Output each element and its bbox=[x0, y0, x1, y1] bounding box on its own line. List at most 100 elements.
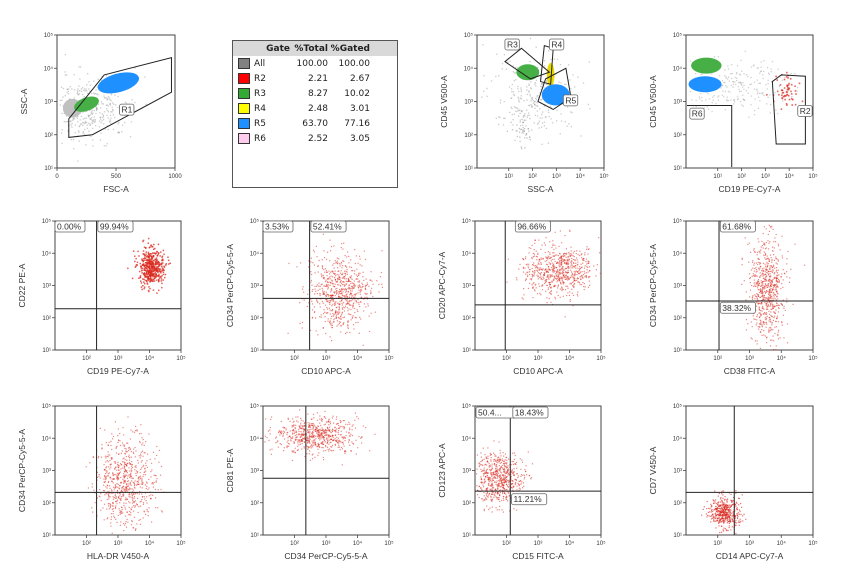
y-tick-label: 10³ bbox=[462, 284, 471, 290]
y-tick-label: 10⁴ bbox=[250, 435, 260, 442]
y-tick-label: 10³ bbox=[250, 469, 259, 475]
y-tick-label: 10³ bbox=[673, 100, 682, 106]
plot-frame bbox=[262, 405, 390, 536]
y-tick-label: 10⁵ bbox=[673, 32, 683, 39]
x-tick-label: 10¹ bbox=[504, 174, 513, 180]
x-tick-label: 10³ bbox=[534, 541, 543, 547]
y-tick-label: 10⁴ bbox=[462, 250, 472, 257]
red-population bbox=[766, 71, 804, 110]
debris-events bbox=[506, 110, 531, 150]
quadrant-label-ur-text: 61.68% bbox=[722, 222, 751, 232]
y-tick-label: 10¹ bbox=[673, 533, 682, 539]
gate-gated-value: 100.00 bbox=[338, 58, 371, 69]
gate-label-r3-text: R3 bbox=[507, 39, 518, 49]
quadrant-label-ur-text: 18.43% bbox=[515, 408, 544, 418]
gate-color-swatch bbox=[238, 88, 250, 99]
red-events bbox=[476, 440, 541, 513]
plot-frame bbox=[474, 220, 602, 351]
gate-name: All bbox=[254, 58, 266, 69]
x-tick-label: 10³ bbox=[322, 356, 331, 362]
gate-label-r1: R1 bbox=[119, 103, 135, 116]
y-tick-label: 10³ bbox=[464, 100, 473, 106]
y-axis-label: CD123 APC-A bbox=[437, 443, 447, 498]
gate-row-r3: R3 8.27 10.02 bbox=[233, 86, 397, 101]
x-tick-label: 10⁴ bbox=[777, 540, 787, 547]
x-tick-label: 10⁵ bbox=[599, 173, 609, 180]
y-tick-label: 10⁴ bbox=[462, 435, 472, 442]
x-tick-label: 0 bbox=[55, 174, 59, 180]
y-tick-label: 10² bbox=[464, 133, 473, 139]
x-tick-label: 10⁴ bbox=[353, 355, 363, 362]
x-axis-label: FSC-A bbox=[103, 184, 129, 194]
y-tick-label: 10² bbox=[673, 501, 682, 507]
total-column-header: %Total bbox=[294, 43, 328, 54]
y-tick-label: 10¹ bbox=[250, 348, 259, 354]
y-tick-label: 10² bbox=[42, 501, 51, 507]
plot-p8: 10¹ 10² 10³ 10⁴ 10⁵ 10² 10³ 10⁴ 10⁵ CD38 FITC-A CD… bbox=[648, 218, 818, 376]
plot-p7: 10¹ 10² 10³ 10⁴ 10⁵ 10² 10³ 10⁴ 10⁵ CD10 APC-A CD2… bbox=[437, 218, 606, 376]
quadrant-label-ul-text: 50.4... bbox=[478, 408, 502, 418]
plot-p5: 10¹ 10² 10³ 10⁴ 10⁵ 10² 10³ 10⁴ 10⁵ CD19 PE-Cy7-A… bbox=[17, 218, 186, 376]
x-tick-label: 10² bbox=[290, 356, 299, 362]
x-axis-label: HLA-DR V450-A bbox=[87, 551, 150, 561]
x-tick-label: 10³ bbox=[745, 356, 754, 362]
gate-total-value: 2.48 bbox=[307, 103, 328, 114]
y-tick-label: 10² bbox=[462, 316, 471, 322]
x-tick-label: 10³ bbox=[114, 356, 123, 362]
gate-total-value: 63.70 bbox=[302, 118, 328, 129]
quadrant-label-ul: 50.4... bbox=[475, 406, 517, 419]
x-tick-label: 10⁵ bbox=[176, 540, 186, 547]
blue-population bbox=[97, 72, 140, 94]
y-tick-label: 10¹ bbox=[44, 166, 53, 172]
gate-color-swatch bbox=[238, 133, 250, 144]
gate-polygon-r5 bbox=[537, 67, 572, 111]
quadrant-label-ur-text: 99.94% bbox=[100, 222, 129, 232]
x-tick-label: 10² bbox=[82, 356, 91, 362]
gate-statistics-table: Gate %Total %Gated All 100.00 100.00 R2 … bbox=[232, 40, 398, 188]
plot-frame bbox=[685, 220, 814, 351]
quadrant-label-ur: 18.43% bbox=[512, 406, 549, 419]
x-tick-label: 10⁴ bbox=[785, 173, 795, 180]
y-axis-label: CD7 V450-A bbox=[648, 446, 658, 494]
gate-label-r5-text: R5 bbox=[565, 95, 576, 105]
plot-p4: 10¹ 10² 10³ 10⁴ 10⁵ 10¹ 10² 10³ 10⁴ 10⁵ CD19 PE-Cy… bbox=[648, 32, 818, 194]
plot-p3: 10¹ 10² 10³ 10⁴ 10⁵ 10¹ 10² 10³ 10⁴ 10⁵ SSC-A CD45 … bbox=[439, 32, 609, 194]
plot-p12: 10¹ 10² 10³ 10⁴ 10⁵ 10² 10³ 10⁴ 10⁵ CD14 APC-Cy7-… bbox=[648, 403, 818, 561]
plot-frame bbox=[54, 220, 182, 351]
x-tick-label: 10³ bbox=[761, 174, 770, 180]
quadrant-label-lr-text: 11.21% bbox=[514, 494, 543, 504]
x-tick-label: 10⁵ bbox=[808, 540, 818, 547]
x-axis-label: CD19 PE-Cy7-A bbox=[87, 366, 149, 376]
x-tick-label: 10⁴ bbox=[576, 173, 586, 180]
x-axis-label: CD34 PerCP-Cy5-5-A bbox=[284, 551, 367, 561]
gate-polygon-r3 bbox=[504, 47, 551, 80]
gate-gated-value: 3.05 bbox=[349, 133, 370, 144]
gate-gated-value: 77.16 bbox=[344, 118, 370, 129]
plot-frame bbox=[474, 405, 602, 536]
gate-label-r2-text: R2 bbox=[800, 106, 811, 116]
gate-label-r4-text: R4 bbox=[551, 39, 562, 49]
quadrant-label-lr: 11.21% bbox=[511, 493, 548, 506]
red-events bbox=[701, 490, 747, 535]
gated-column-header: %Gated bbox=[330, 43, 370, 54]
gate-polygon-r6 bbox=[687, 104, 733, 167]
y-axis-label: CD45 V500-A bbox=[648, 75, 658, 128]
x-tick-label: 10⁵ bbox=[808, 173, 818, 180]
y-tick-label: 10⁵ bbox=[42, 218, 52, 225]
x-tick-label: 10² bbox=[737, 174, 746, 180]
x-tick-label: 10⁵ bbox=[596, 355, 606, 362]
gate-color-swatch bbox=[238, 118, 250, 129]
plot-frame bbox=[476, 34, 605, 169]
x-tick-label: 10⁴ bbox=[145, 355, 155, 362]
quadrant-label-lr-text: 38.32% bbox=[722, 303, 751, 313]
gate-name: R3 bbox=[254, 88, 266, 99]
plot-p6: 10¹ 10² 10³ 10⁴ 10⁵ 10² 10³ 10⁴ 10⁵ CD10 APC-A CD3… bbox=[225, 218, 394, 376]
gate-color-swatch bbox=[238, 103, 250, 114]
x-axis-label: CD14 APC-Cy7-A bbox=[716, 551, 784, 561]
x-axis-label: CD19 PE-Cy7-A bbox=[719, 184, 781, 194]
x-tick-label: 10⁴ bbox=[777, 355, 787, 362]
x-tick-label: 10³ bbox=[745, 541, 754, 547]
x-tick-label: 10² bbox=[502, 541, 511, 547]
x-tick-label: 500 bbox=[111, 174, 122, 180]
x-tick-label: 10² bbox=[82, 541, 91, 547]
